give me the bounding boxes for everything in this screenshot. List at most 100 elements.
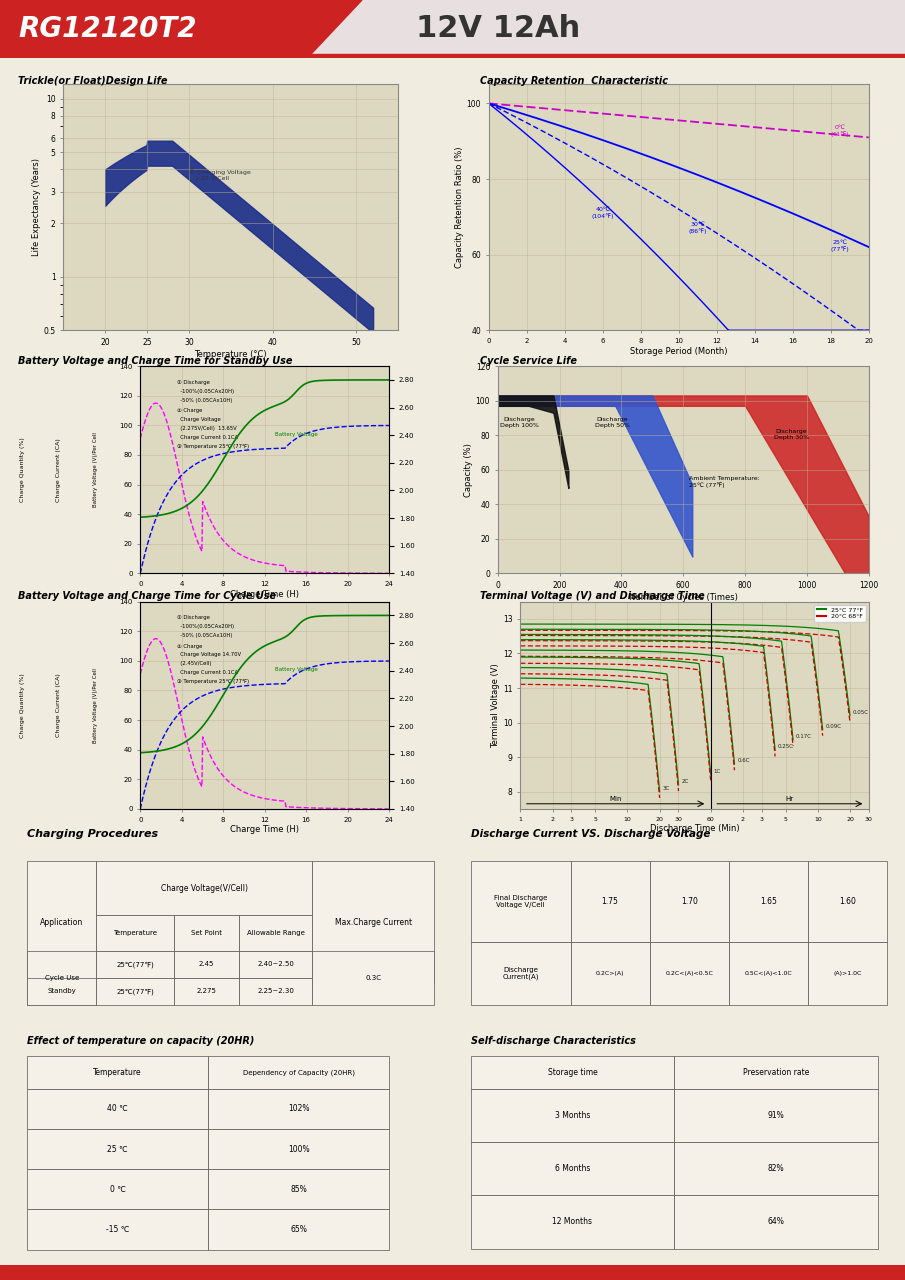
Bar (471, 1196, 674, 1248)
Text: 25℃(77℉): 25℃(77℉) (116, 988, 154, 995)
Text: Discharge
Depth 50%: Discharge Depth 50% (595, 417, 630, 428)
Bar (471, 1056, 674, 1088)
Bar (27, 978, 97, 1005)
Text: Application: Application (40, 918, 83, 927)
Text: 102%: 102% (288, 1105, 310, 1114)
Text: ③ Temperature 25℃ (77℉): ③ Temperature 25℃ (77℉) (176, 680, 249, 684)
Bar (97, 978, 174, 1005)
Text: 64%: 64% (767, 1217, 785, 1226)
Legend: 25°C 77°F, 20°C 68°F: 25°C 77°F, 20°C 68°F (814, 604, 866, 622)
Bar (239, 951, 312, 978)
Bar (27, 861, 97, 983)
X-axis label: Discharge Time (Min): Discharge Time (Min) (650, 824, 739, 833)
Text: Charge Current 0.1CA: Charge Current 0.1CA (176, 671, 238, 675)
Bar (97, 915, 174, 951)
Text: Battery Voltage and Charge Time for Cycle Use: Battery Voltage and Charge Time for Cycl… (18, 591, 276, 602)
Text: 30℃
(86℉): 30℃ (86℉) (689, 223, 707, 234)
Bar (0, 54, 905, 58)
Text: -100%(0.05CAx20H): -100%(0.05CAx20H) (176, 625, 233, 630)
Text: Discharge
Depth 100%: Discharge Depth 100% (500, 417, 538, 428)
Text: 85%: 85% (291, 1185, 307, 1194)
Text: Dependency of Capacity (20HR): Dependency of Capacity (20HR) (243, 1069, 355, 1075)
Text: 0.09C: 0.09C (825, 723, 842, 728)
Text: (A)>1.0C: (A)>1.0C (834, 972, 862, 975)
Bar (208, 1088, 389, 1129)
Text: 1.65: 1.65 (760, 897, 776, 906)
Text: Battery Voltage (V)/Per Cell: Battery Voltage (V)/Per Cell (92, 433, 98, 507)
Text: 0.3C: 0.3C (366, 975, 381, 980)
Text: 0℃
(41℉): 0℃ (41℉) (831, 125, 850, 137)
Bar (808, 861, 887, 942)
Bar (27, 1210, 208, 1249)
Text: ① Charging Voltage
   2.25 V/Cell: ① Charging Voltage 2.25 V/Cell (189, 169, 251, 180)
X-axis label: Charge Time (H): Charge Time (H) (230, 826, 300, 835)
Text: Self-discharge Characteristics: Self-discharge Characteristics (471, 1037, 635, 1047)
Text: 1.70: 1.70 (681, 897, 698, 906)
Text: 25 ℃: 25 ℃ (108, 1144, 128, 1153)
Bar (27, 1169, 208, 1210)
Bar (208, 1169, 389, 1210)
Bar (174, 978, 239, 1005)
Text: Charge Voltage: Charge Voltage (176, 417, 220, 422)
Bar (239, 978, 312, 1005)
Text: Charge Current (CA): Charge Current (CA) (56, 673, 62, 737)
Bar (97, 861, 312, 915)
Text: 1C: 1C (713, 769, 720, 773)
Bar (650, 861, 729, 942)
Text: 2C: 2C (681, 780, 689, 785)
Text: 0.2C>(A): 0.2C>(A) (595, 972, 624, 975)
Bar (471, 942, 570, 1005)
Text: 0 ℃: 0 ℃ (110, 1185, 126, 1194)
Text: -15 ℃: -15 ℃ (106, 1225, 129, 1234)
Text: 0.17C: 0.17C (795, 735, 812, 739)
Bar (27, 1056, 208, 1088)
Bar (808, 942, 887, 1005)
Text: Battery Voltage: Battery Voltage (275, 667, 318, 672)
Text: 0.5C<(A)<1.0C: 0.5C<(A)<1.0C (745, 972, 792, 975)
Text: Effect of temperature on capacity (20HR): Effect of temperature on capacity (20HR) (27, 1037, 254, 1047)
Bar (674, 1056, 878, 1088)
Text: 40℃
(104℉): 40℃ (104℉) (592, 207, 614, 219)
X-axis label: Number of Cycles (Times): Number of Cycles (Times) (629, 593, 738, 602)
Text: Storage time: Storage time (548, 1068, 597, 1076)
Bar (674, 1088, 878, 1142)
Text: 2.275: 2.275 (196, 988, 216, 995)
Text: Charge Quantity (%): Charge Quantity (%) (20, 438, 25, 502)
Text: Charge Current 0.1CA: Charge Current 0.1CA (176, 435, 238, 439)
Text: (2.275V/Cell)  13.65V: (2.275V/Cell) 13.65V (176, 426, 236, 431)
Text: 3C: 3C (662, 786, 670, 791)
X-axis label: Storage Period (Month): Storage Period (Month) (630, 347, 728, 356)
Text: ② Charge: ② Charge (176, 644, 202, 649)
Bar (27, 951, 97, 1005)
Bar (239, 915, 312, 951)
Text: (2.45V/Cell): (2.45V/Cell) (176, 662, 211, 667)
Text: 1.75: 1.75 (602, 897, 618, 906)
Bar (208, 1056, 389, 1088)
Bar (729, 942, 808, 1005)
Text: Ambient Temperature:
25℃ (77℉): Ambient Temperature: 25℃ (77℉) (690, 476, 760, 488)
Text: ① Discharge: ① Discharge (176, 616, 209, 621)
Text: 40 ℃: 40 ℃ (108, 1105, 128, 1114)
Text: Charge Voltage 14.70V: Charge Voltage 14.70V (176, 653, 241, 658)
Text: Discharge Current VS. Discharge Voltage: Discharge Current VS. Discharge Voltage (471, 829, 710, 840)
Text: -50% (0.05CAx10H): -50% (0.05CAx10H) (176, 398, 232, 403)
Text: 2.45: 2.45 (199, 961, 214, 968)
Text: Discharge
Depth 30%: Discharge Depth 30% (774, 429, 809, 439)
Bar (312, 861, 434, 983)
Text: Charge Current (CA): Charge Current (CA) (56, 438, 62, 502)
Text: Discharge
Current(A): Discharge Current(A) (502, 966, 538, 980)
Bar (27, 1129, 208, 1169)
X-axis label: Temperature (°C): Temperature (°C) (195, 349, 267, 358)
X-axis label: Charge Time (H): Charge Time (H) (230, 590, 300, 599)
Text: 100%: 100% (288, 1144, 310, 1153)
Text: -100%(0.05CAx20H): -100%(0.05CAx20H) (176, 389, 233, 394)
Text: 82%: 82% (767, 1164, 785, 1172)
Text: 12V 12Ah: 12V 12Ah (415, 14, 580, 44)
Bar (650, 942, 729, 1005)
Text: ① Discharge: ① Discharge (176, 380, 209, 385)
Bar (674, 1142, 878, 1196)
Bar (570, 861, 650, 942)
Bar (570, 942, 650, 1005)
Text: 0.05C: 0.05C (853, 710, 869, 716)
Text: 12 Months: 12 Months (552, 1217, 593, 1226)
